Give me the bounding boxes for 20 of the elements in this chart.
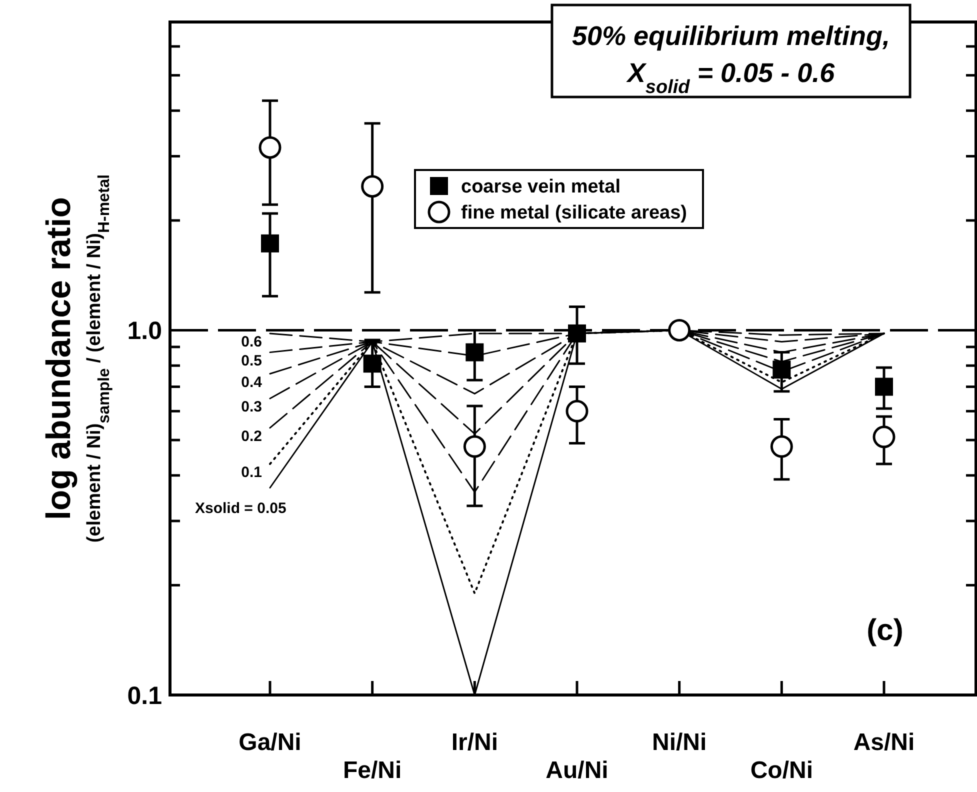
x-tick-label: Ga/Ni [238,729,302,756]
legend-label: fine metal (silicate areas) [461,202,687,224]
legend-label: coarse vein metal [461,176,620,198]
series-label: 0.4 [241,374,263,391]
series-label: 0.1 [241,464,262,482]
x-tick-label: Co/Ni [750,757,814,784]
chart-title: 50% equilibrium melting, [572,21,890,51]
series-label: 0.5 [241,352,262,370]
y-tick-label: 1.0 [127,317,162,345]
x-tick-label: Ir/Ni [451,729,498,756]
series-label: 0.2 [241,428,262,446]
series-label: 0.6 [241,334,262,351]
annotation: (c) [866,614,904,647]
x-tick-label: As/Ni [853,729,915,756]
x-tick-label: Ni/Ni [652,729,707,756]
x-tick-label: Au/Ni [546,757,608,784]
text: X$_{solid}$ = 0.05 - 0.6 [625,58,836,98]
series-label: 0.3 [241,398,262,416]
x-tick-label: Fe/Ni [342,757,402,784]
series-label: Xsolid = 0.05 [195,500,286,517]
